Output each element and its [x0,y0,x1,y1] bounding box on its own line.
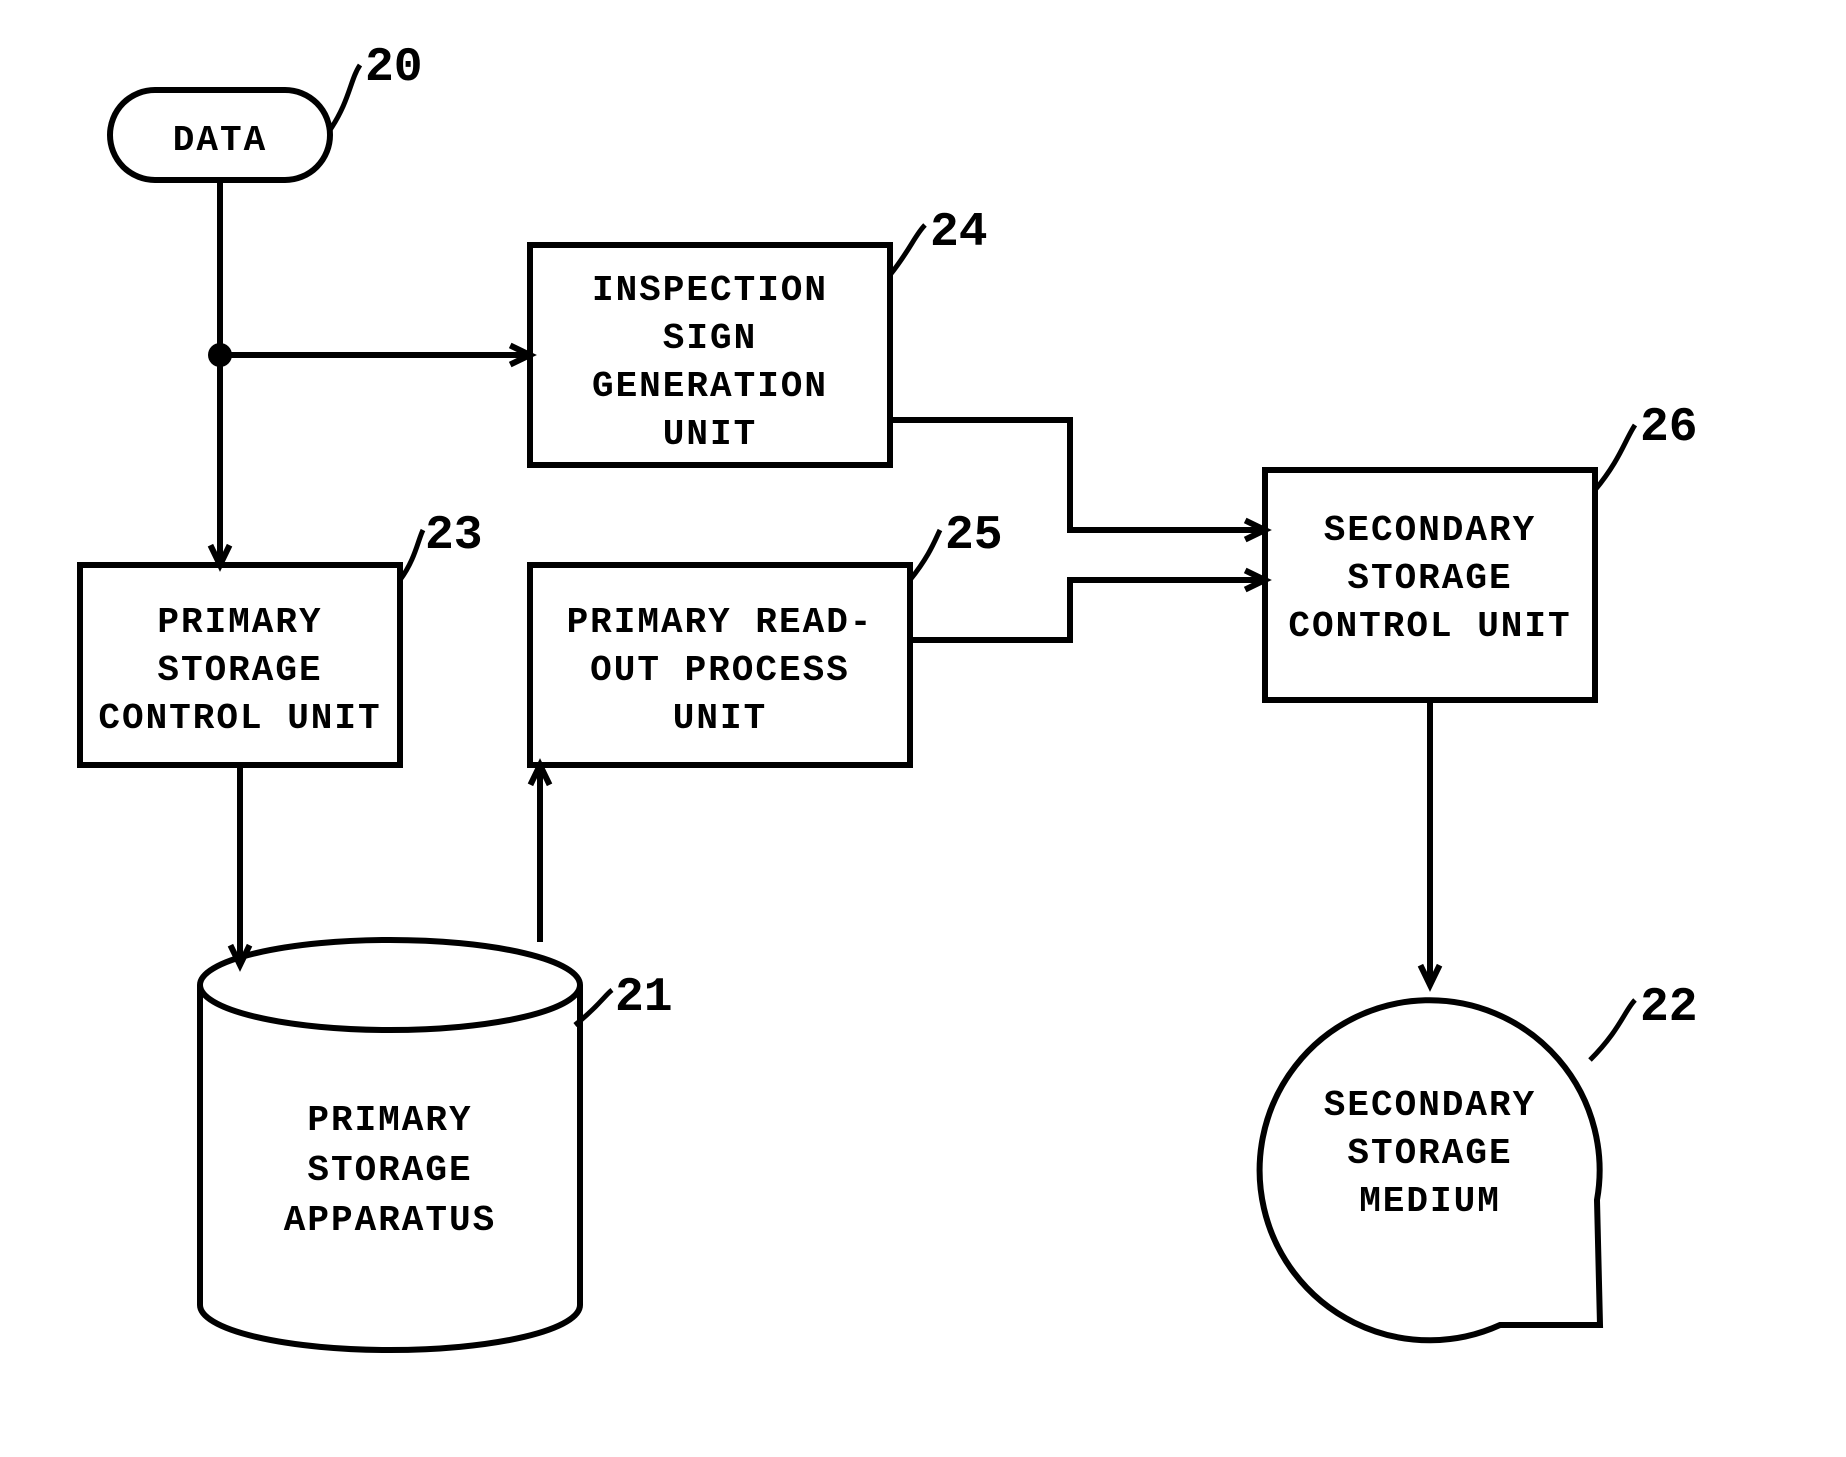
cylinder-label-2: APPARATUS [284,1200,496,1241]
leader-secondary_ctrl [1595,425,1635,490]
junction-dot [208,343,232,367]
primary-read-label-0: PRIMARY READ- [567,602,874,643]
node-secondary-storage-control-unit: SECONDARY STORAGE CONTROL UNIT [1265,470,1595,700]
ref-number-21: 21 [615,971,673,1025]
node-secondary-storage-medium: SECONDARY STORAGE MEDIUM [1260,1000,1600,1340]
primary-ctrl-label-0: PRIMARY [157,602,322,643]
leader-tape [1590,1000,1635,1060]
primary-read-label-2: UNIT [673,698,767,739]
ref-number-22: 22 [1640,981,1698,1035]
node-primary-storage-control-unit: PRIMARY STORAGE CONTROL UNIT [80,565,400,765]
tape-label-0: SECONDARY [1324,1085,1536,1126]
node-inspection-sign-generation-unit: INSPECTION SIGN GENERATION UNIT [530,245,890,465]
inspection-label-3: UNIT [663,414,757,455]
tape-label-2: MEDIUM [1359,1181,1501,1222]
primary-read-label-1: OUT PROCESS [590,650,850,691]
secondary-ctrl-label-2: CONTROL UNIT [1288,606,1571,647]
ref-number-26: 26 [1640,401,1698,455]
ref-number-25: 25 [945,509,1003,563]
secondary-ctrl-label-1: STORAGE [1347,558,1512,599]
ref-number-24: 24 [930,206,988,260]
data-label: DATA [173,120,267,161]
primary-ctrl-label-1: STORAGE [157,650,322,691]
inspection-label-1: SIGN [663,318,757,359]
inspection-label-2: GENERATION [592,366,828,407]
secondary-ctrl-label-0: SECONDARY [1324,510,1536,551]
node-primary-read-out-process-unit: PRIMARY READ- OUT PROCESS UNIT [530,565,910,765]
primary-ctrl-label-2: CONTROL UNIT [98,698,381,739]
ref-number-23: 23 [425,509,483,563]
leader-inspection [890,225,925,275]
leader-data [330,65,360,130]
node-data: DATA [110,90,330,180]
leader-primary_ctrl [400,530,423,580]
ref-number-20: 20 [365,41,423,95]
cylinder-top-ellipse [200,940,580,1030]
cylinder-label-0: PRIMARY [307,1100,472,1141]
cylinder-label-1: STORAGE [307,1150,472,1191]
tape-label-1: STORAGE [1347,1133,1512,1174]
node-primary-storage-apparatus: PRIMARY STORAGE APPARATUS [200,940,580,1350]
inspection-label-0: INSPECTION [592,270,828,311]
leader-primary_read [910,530,940,580]
edge-primary_read-to-secondary_ctrl [910,580,1265,640]
flowchart-diagram: DATA INSPECTION SIGN GENERATION UNIT PRI… [0,0,1846,1457]
